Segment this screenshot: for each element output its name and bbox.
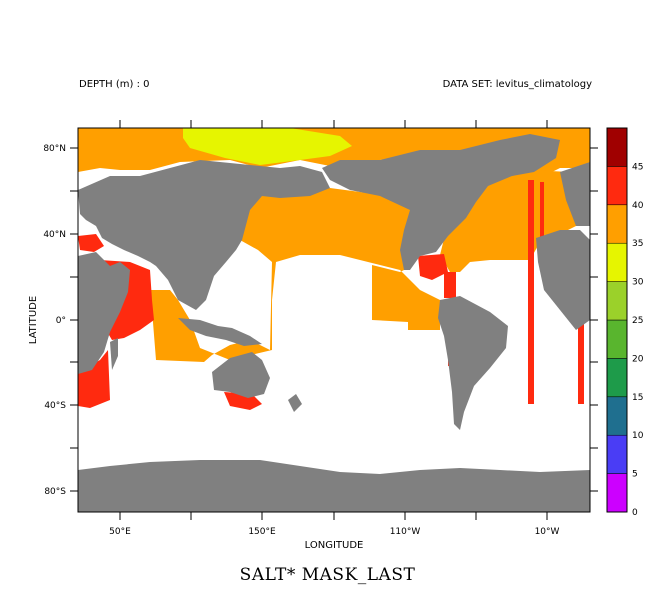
y-axis-tick-labels: 80°N 40°N 0° 40°S 80°S: [43, 144, 66, 497]
africa-land: [78, 252, 130, 374]
north-pacific: [140, 188, 440, 362]
eurasia-land: [78, 160, 330, 310]
greenland-land: [500, 134, 560, 176]
x-axis-tick-labels: 50°E 150°E 110°W 10°W: [109, 527, 559, 537]
colorbar: [606, 127, 628, 513]
colorbar-frame: [606, 127, 628, 513]
mediterranean-red: [78, 234, 104, 252]
north-america-land: [322, 140, 556, 270]
x-tick-label: 150°E: [248, 527, 276, 537]
dataset-label: DATA SET: levitus_climatology: [442, 79, 592, 90]
west-africa-europe-land: [536, 230, 590, 330]
colorbar-swatch: [606, 473, 628, 513]
gulf-mexico-red: [418, 254, 448, 280]
south-africa-red: [78, 350, 110, 408]
south-america-land: [438, 296, 508, 430]
northern-europe-land: [560, 162, 590, 226]
colorbar-label: 25: [632, 316, 643, 326]
y-axis-ticks: [70, 147, 598, 492]
colorbar-swatch: [606, 242, 628, 282]
colorbar-label: 15: [632, 393, 643, 403]
colorbar-label: 40: [632, 201, 644, 211]
y-tick-label: 40°S: [44, 401, 66, 411]
y-tick-label: 40°N: [43, 230, 66, 240]
y-tick-label: 80°S: [44, 487, 66, 497]
x-axis-ticks: [119, 120, 548, 520]
colorbar-label: 5: [632, 470, 638, 480]
atlantic-red-stripe-1: [528, 180, 534, 404]
madagascar-land: [110, 338, 118, 370]
colorbar-swatch: [606, 166, 628, 206]
colorbar-swatch: [606, 358, 628, 398]
y-axis-title: LATITUDE: [28, 296, 39, 344]
colorbar-label: 20: [632, 354, 644, 364]
antarctica-land: [78, 460, 590, 512]
x-axis-title: LONGITUDE: [305, 540, 364, 551]
siberian-shelf-yellow: [183, 128, 352, 165]
colorbar-swatch: [606, 434, 628, 474]
colorbar-swatch: [606, 281, 628, 321]
colorbar-label: 30: [632, 278, 644, 288]
y-tick-label: 80°N: [43, 144, 66, 154]
colorbar-label: 0: [632, 508, 638, 518]
australia-land: [212, 352, 270, 398]
y-tick-label: 0°: [56, 316, 66, 326]
colorbar-swatch: [606, 319, 628, 359]
atlantic-red-stripe-2: [540, 182, 544, 242]
depth-label: DEPTH (m) : 0: [79, 79, 150, 90]
colorbar-swatch: [606, 204, 628, 244]
colorbar-swatch: [606, 396, 628, 436]
colorbar-swatch: [606, 127, 628, 167]
colorbar-label: 35: [632, 239, 643, 249]
x-tick-label: 10°W: [535, 527, 560, 537]
map-plot: [78, 128, 590, 512]
caribbean-red: [444, 272, 456, 298]
colorbar-label: 45: [632, 162, 643, 172]
indonesia-land: [178, 318, 262, 346]
plot-title: SALT* MASK_LAST: [239, 565, 416, 585]
x-tick-label: 50°E: [109, 527, 131, 537]
colorbar-labels: 0 5 10 15 20 25 30 35 40 45: [632, 162, 644, 518]
x-tick-label: 110°W: [390, 527, 421, 537]
colorbar-label: 10: [632, 431, 644, 441]
new-zealand-land: [288, 394, 302, 412]
